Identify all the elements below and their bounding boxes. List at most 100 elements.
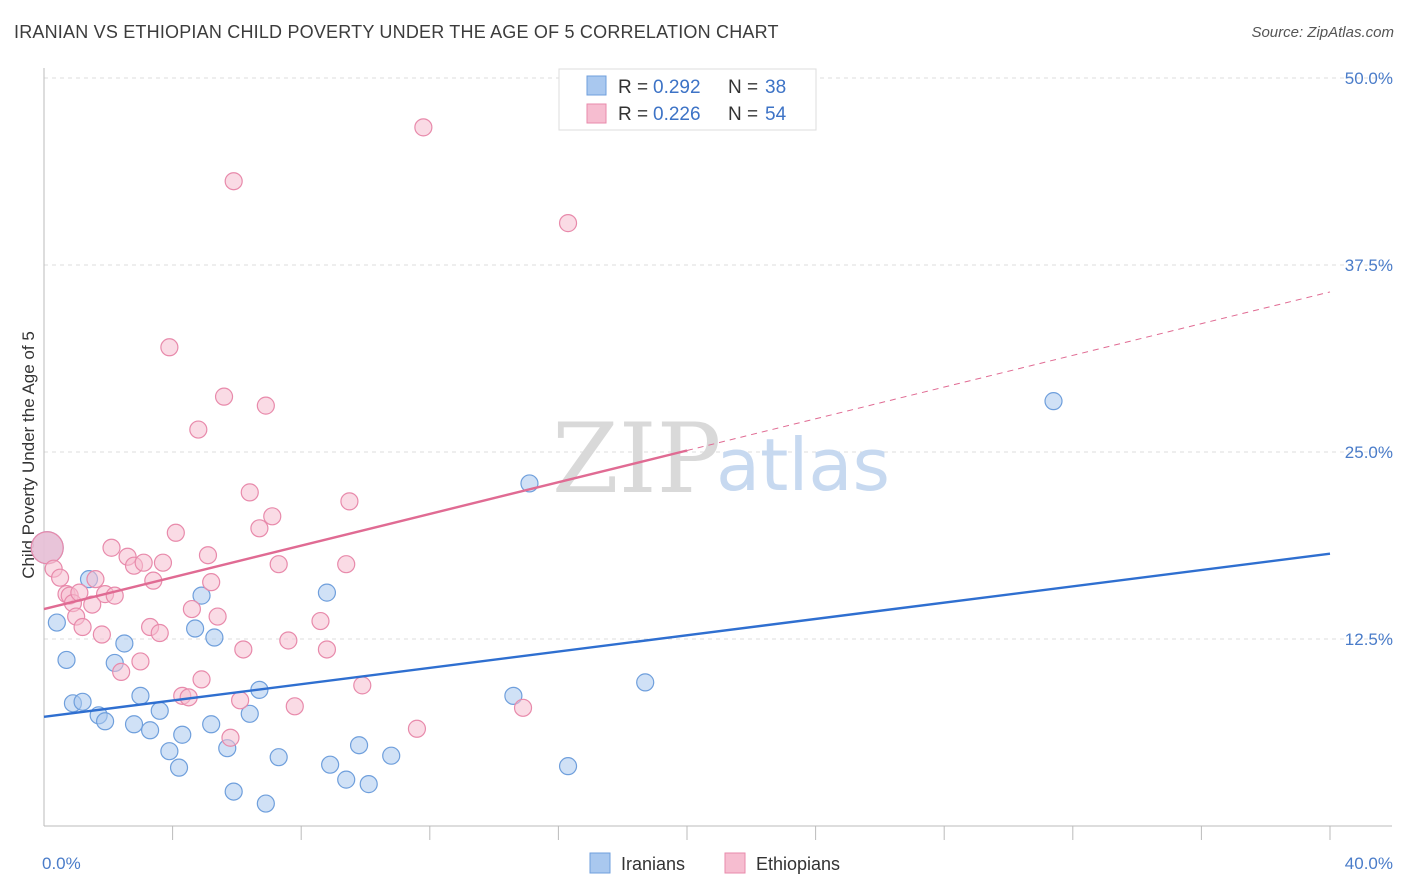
y-tick-label-1: 25.0% (1345, 443, 1393, 462)
legend-n-label-iranians: N = (728, 77, 758, 98)
ethiopians-point-22 (150, 623, 169, 643)
tick-labels: 12.5% 25.0% 37.5% 50.0% 0.0% 40.0% (42, 69, 1393, 873)
ethiopians-point-8 (73, 617, 92, 637)
bottom-legend: Iranians Ethiopians (589, 852, 840, 874)
ethiopians-point-49 (340, 492, 359, 511)
trend-line-iranians-0 (43, 552, 1331, 718)
iranians-point-7 (95, 712, 115, 731)
iranians-point-33 (504, 686, 523, 705)
ethiopians-point-31 (198, 546, 218, 565)
iranians-point-19 (202, 715, 221, 734)
ethiopians-point-25 (166, 523, 185, 542)
ethiopians-point-51 (407, 719, 427, 738)
ethiopians-point-23 (153, 553, 173, 572)
legend-swatch-iranians (586, 75, 607, 96)
chart-title: IRANIAN VS ETHIOPIAN CHILD POVERTY UNDER… (14, 22, 779, 42)
iranians-point-37 (1044, 392, 1063, 411)
ethiopians-point-38 (234, 640, 253, 659)
iranians-point-9 (115, 634, 134, 653)
ethiopians-point-19 (134, 553, 153, 572)
axes (43, 68, 1392, 840)
legend-r-label-ethiopians: R = (618, 104, 648, 125)
ethiopians-point-35 (221, 728, 240, 747)
watermark-zip: ZIP (552, 403, 721, 515)
iranians-point-22 (224, 782, 243, 801)
iranians-point-4 (73, 692, 92, 711)
iranians-point-25 (256, 794, 275, 813)
legend-box: R = 0.292 N = 38 R = 0.226 N = 54 (558, 68, 817, 131)
ethiopians-point-29 (189, 420, 208, 439)
iranians-point-16 (173, 725, 192, 744)
iranians-point-30 (349, 736, 369, 755)
ethiopians-point-36 (224, 172, 243, 191)
bottom-legend-label-iranians: Iranians (621, 854, 685, 874)
bottom-legend-swatch-iranians (589, 852, 611, 874)
y-tick-label-3: 50.0% (1345, 69, 1393, 88)
trend-line-ethiopians-1 (43, 449, 688, 611)
iranians-point-36 (636, 673, 655, 692)
iranians-point-23 (240, 704, 259, 723)
iranians-point-14 (160, 742, 179, 761)
ethiopians-point-30 (192, 670, 211, 689)
iranians-point-10 (124, 715, 144, 734)
ethiopians-point-53 (513, 698, 533, 717)
ethiopians-point-28 (182, 599, 201, 619)
iranians-point-20 (205, 628, 224, 647)
trend-line-ethiopians-2 (686, 291, 1331, 451)
iranians-point-17 (186, 619, 205, 638)
ethiopians-point-15 (112, 662, 131, 682)
legend-r-value-iranians: 0.292 (653, 77, 701, 98)
x-tick-label-1: 40.0% (1345, 854, 1393, 873)
legend-r-value-ethiopians: 0.226 (653, 104, 701, 125)
iranians-point-11 (131, 686, 150, 705)
watermark-atlas: atlas (716, 423, 890, 507)
legend-swatch-ethiopians (586, 103, 607, 124)
iranians-point-32 (382, 746, 401, 765)
bottom-legend-label-ethiopians: Ethiopians (756, 854, 840, 874)
ethiopians-point-11 (92, 625, 111, 644)
ethiopians-point-0 (30, 531, 64, 565)
y-axis-label: Child Poverty Under the Age of 5 (19, 331, 38, 579)
ethiopians-point-52 (414, 118, 433, 137)
iranians-point-15 (169, 758, 189, 777)
ethiopians-point-44 (279, 631, 298, 650)
legend-r-label-iranians: R = (618, 77, 648, 98)
ethiopians-point-48 (337, 555, 356, 574)
ethiopians-points (30, 118, 578, 747)
ethiopians-point-40 (250, 519, 269, 538)
ethiopians-point-32 (202, 573, 221, 592)
ethiopians-point-46 (311, 611, 330, 631)
ethiopians-point-43 (269, 555, 288, 574)
y-tick-label-2: 37.5% (1345, 256, 1393, 275)
chart-source: Source: ZipAtlas.com (1251, 24, 1394, 41)
trend-lines (43, 291, 1331, 718)
ethiopians-point-37 (231, 691, 250, 710)
iranians-point-35 (558, 757, 578, 776)
legend-n-value-ethiopians: 54 (765, 104, 787, 125)
ethiopians-point-45 (285, 697, 304, 716)
x-tick-label-0: 0.0% (42, 854, 81, 873)
ethiopians-point-24 (160, 338, 179, 357)
y-tick-label-0: 12.5% (1345, 630, 1393, 649)
ethiopians-point-2 (50, 568, 70, 587)
ethiopians-point-10 (86, 570, 105, 589)
iranians-point-31 (359, 775, 378, 794)
iranians-point-29 (337, 770, 356, 789)
bottom-legend-swatch-ethiopians (724, 852, 746, 874)
ethiopians-point-18 (131, 652, 150, 671)
iranians-point-28 (321, 755, 340, 774)
iranians-point-2 (57, 650, 76, 670)
ethiopians-point-54 (558, 214, 578, 233)
ethiopians-point-13 (102, 538, 121, 557)
ethiopians-point-34 (214, 387, 234, 406)
legend-n-label-ethiopians: N = (728, 104, 758, 125)
iranians-point-18 (192, 586, 211, 605)
ethiopians-point-41 (256, 396, 275, 415)
ethiopians-point-47 (317, 640, 337, 659)
iranians-point-12 (140, 721, 160, 740)
ethiopians-point-39 (240, 483, 259, 502)
iranians-point-13 (150, 701, 169, 720)
legend-n-value-iranians: 38 (765, 77, 786, 98)
watermark: ZIP atlas (552, 403, 890, 515)
